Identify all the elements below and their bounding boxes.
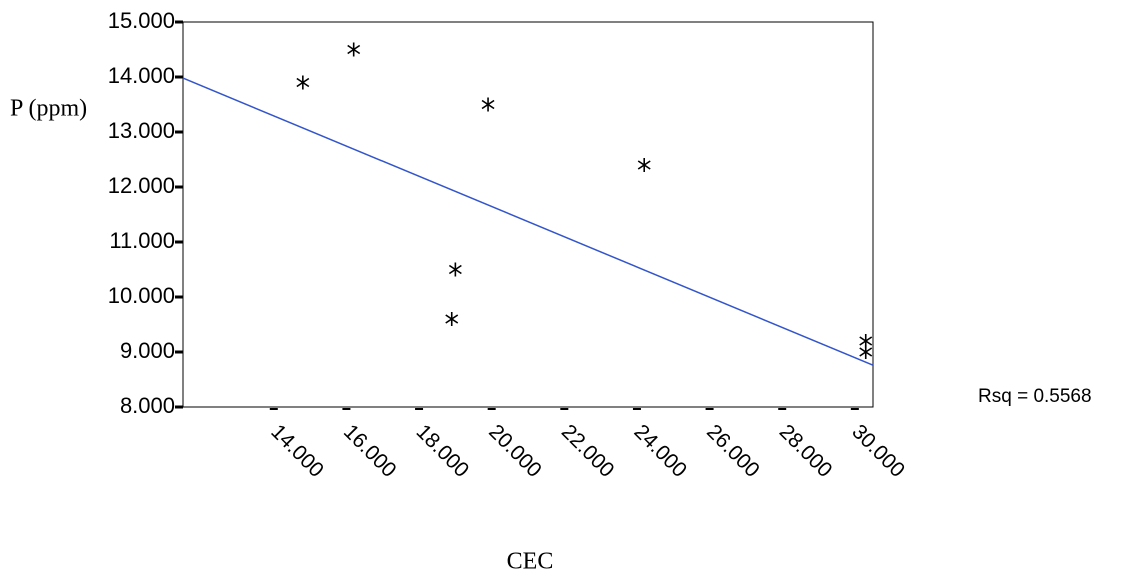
x-tick-label: 14.000 <box>266 420 328 482</box>
data-point <box>859 345 873 359</box>
x-tick-label: 20.000 <box>484 420 546 482</box>
data-point <box>448 262 462 277</box>
y-tick-label: 12.000 <box>108 173 175 198</box>
x-tick-label: 26.000 <box>702 420 764 482</box>
y-axis-title: P (ppm) <box>10 96 87 122</box>
marker-stroke <box>445 314 459 324</box>
marker-stroke <box>296 77 310 88</box>
marker-stroke <box>448 264 462 275</box>
y-tick-label: 11.000 <box>109 228 175 253</box>
y-tick-label: 9.000 <box>120 338 175 363</box>
data-point <box>296 75 310 90</box>
marker-stroke <box>481 99 495 110</box>
y-tick-label: 10.000 <box>108 283 175 308</box>
x-tick-label: 28.000 <box>775 420 837 482</box>
x-axis-title: CEC <box>507 549 554 575</box>
rsq-annotation: Rsq = 0.5568 <box>978 386 1092 407</box>
x-tick-label: 22.000 <box>557 420 619 482</box>
data-point <box>637 158 651 172</box>
data-point <box>445 312 459 326</box>
y-tick-label: 14.000 <box>108 63 175 88</box>
x-tick-label: 30.000 <box>847 420 909 482</box>
marker-stroke <box>347 44 361 55</box>
x-tick-label: 24.000 <box>629 420 691 482</box>
marker-stroke <box>637 160 651 170</box>
marker-stroke <box>859 336 873 346</box>
x-tick-label: 16.000 <box>339 420 401 482</box>
y-tick-label: 13.000 <box>108 118 175 143</box>
data-point <box>481 97 495 112</box>
plot-frame <box>182 21 874 408</box>
y-tick-label: 15.000 <box>108 8 175 33</box>
x-tick-label: 18.000 <box>412 420 474 482</box>
marker-stroke <box>859 347 873 357</box>
fit-line <box>182 77 874 366</box>
y-tick-label: 8.000 <box>120 393 175 418</box>
data-point <box>347 42 361 57</box>
